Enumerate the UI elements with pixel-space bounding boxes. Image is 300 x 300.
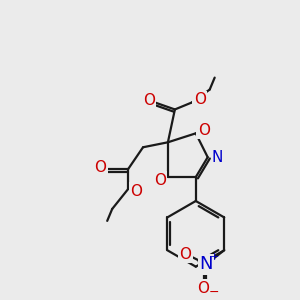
Text: O: O xyxy=(198,123,210,138)
Text: O: O xyxy=(154,172,166,188)
Text: N: N xyxy=(212,150,223,165)
Text: O: O xyxy=(94,160,106,175)
Text: O: O xyxy=(194,92,206,107)
Text: O: O xyxy=(143,93,155,108)
Text: N: N xyxy=(200,255,213,273)
Text: O: O xyxy=(197,280,209,296)
Text: +: + xyxy=(210,252,219,262)
Text: O: O xyxy=(130,184,142,199)
Text: −: − xyxy=(209,286,220,298)
Text: O: O xyxy=(179,247,191,262)
